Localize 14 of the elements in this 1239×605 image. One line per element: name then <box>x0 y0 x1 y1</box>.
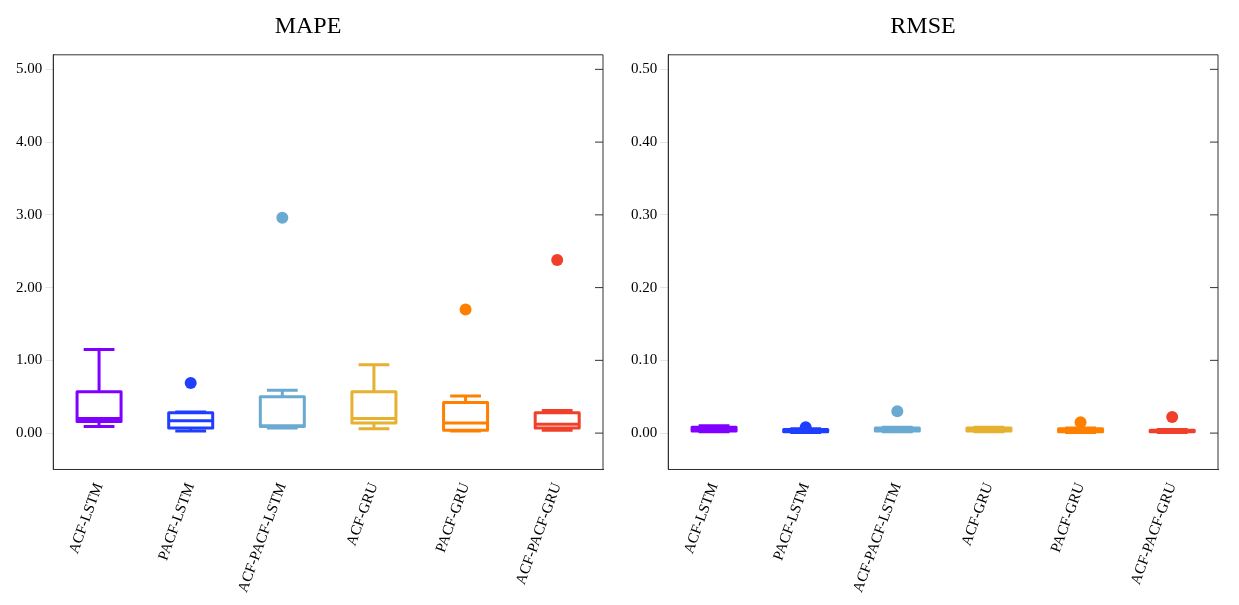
chart-title: MAPE <box>274 11 342 38</box>
y-tick-label: 1.00 <box>16 351 43 368</box>
y-tick-label: 0.40 <box>631 133 658 150</box>
y-tick-label: 4.00 <box>16 133 43 150</box>
chart-title: RMSE <box>890 11 956 38</box>
y-tick-label: 0.10 <box>631 351 658 368</box>
y-tick-label: 0.30 <box>631 205 658 222</box>
y-tick-label: 3.00 <box>16 205 43 222</box>
y-tick-label: 5.00 <box>16 60 43 77</box>
y-tick-label: 0.20 <box>631 278 658 295</box>
y-tick-label: 2.00 <box>16 278 43 295</box>
y-tick-label: 0.00 <box>631 424 658 441</box>
y-tick-label: 0.00 <box>16 424 43 441</box>
y-tick-label: 0.50 <box>631 60 658 77</box>
